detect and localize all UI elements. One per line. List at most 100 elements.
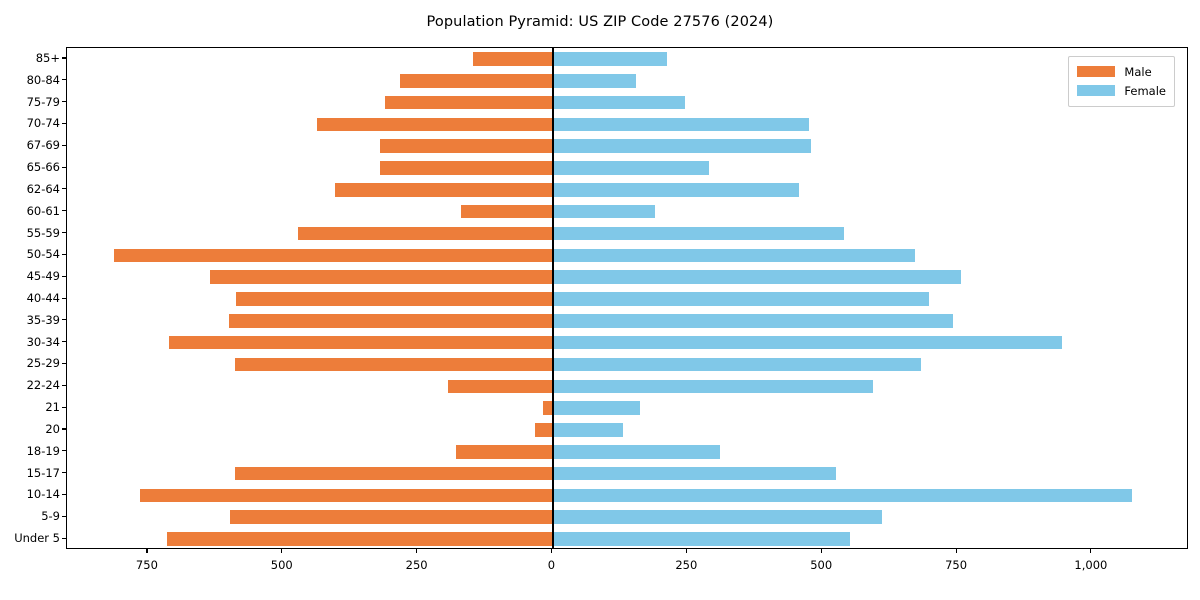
x-tick-label: 250 — [675, 558, 698, 572]
y-tick-mark — [62, 101, 66, 103]
bar-female — [552, 314, 953, 328]
bar-row — [67, 161, 1187, 175]
y-tick-mark — [62, 493, 66, 496]
bar-female — [552, 117, 809, 132]
bar-female — [552, 52, 668, 66]
x-tick-mark — [955, 549, 957, 553]
x-tick-mark — [685, 549, 687, 553]
y-tick-mark — [62, 297, 66, 299]
y-tick-label: 67-69 — [26, 138, 60, 153]
bar-male — [460, 204, 553, 219]
bar-row — [67, 423, 1187, 437]
y-tick-mark — [62, 428, 66, 430]
y-tick-mark — [62, 341, 66, 343]
y-axis-labels: 85+ 80-84 75-79 70-74 67-69 65-66 62-64 60-61 55… — [0, 47, 60, 549]
legend-swatch-male — [1077, 66, 1116, 77]
bar-male — [113, 248, 553, 263]
x-tick-mark — [146, 549, 148, 553]
bar-female — [552, 183, 799, 197]
y-tick-mark — [62, 122, 66, 124]
y-tick-label: 18-19 — [26, 443, 60, 458]
x-tick-mark — [550, 549, 553, 553]
y-tick-mark — [62, 144, 66, 146]
bar-male — [335, 183, 553, 197]
bar-male — [384, 95, 553, 110]
bar-female — [552, 532, 850, 546]
bar-female — [552, 248, 915, 263]
x-tick-label: 750 — [945, 558, 968, 572]
y-tick-mark — [62, 166, 66, 168]
legend-item-female: Female — [1077, 81, 1166, 100]
y-tick-label: 62-64 — [26, 181, 60, 196]
bar-female — [552, 270, 961, 284]
legend-item-male: Male — [1077, 62, 1166, 81]
y-tick-mark — [62, 362, 66, 365]
y-tick-mark — [62, 537, 66, 539]
y-tick-mark — [62, 57, 66, 59]
bar-row — [67, 52, 1187, 66]
bar-row — [67, 532, 1187, 546]
y-tick-label: 70-74 — [26, 116, 60, 131]
bar-male — [380, 139, 553, 153]
y-tick-label: 65-66 — [26, 160, 60, 175]
x-tick-label: 500 — [270, 558, 293, 572]
bar-female — [552, 292, 929, 306]
bar-row — [67, 73, 1187, 88]
x-tick-mark — [820, 549, 822, 553]
y-tick-mark — [62, 188, 66, 190]
y-tick-label: 75-79 — [26, 94, 60, 109]
bar-female — [552, 204, 656, 219]
bar-female — [552, 95, 686, 110]
bar-row — [67, 270, 1187, 284]
legend-swatch-female — [1077, 85, 1116, 96]
y-tick-mark — [62, 79, 66, 81]
bar-male — [399, 73, 553, 88]
y-tick-label: Under 5 — [14, 531, 60, 546]
x-tick-label: 0 — [547, 558, 556, 572]
y-tick-label: 50-54 — [26, 247, 60, 262]
x-tick-mark — [1090, 549, 1092, 553]
bar-male — [139, 488, 553, 503]
bar-male — [166, 532, 553, 546]
bar-row — [67, 510, 1187, 525]
y-tick-label: 10-14 — [26, 487, 60, 502]
bars-layer — [67, 48, 1187, 548]
x-tick-mark — [416, 549, 418, 553]
x-tick-label: 750 — [135, 558, 158, 572]
bar-row — [67, 226, 1187, 241]
bar-female — [552, 226, 845, 241]
y-tick-mark — [62, 210, 66, 212]
bar-male — [456, 445, 553, 459]
y-tick-label: 45-49 — [26, 269, 60, 284]
bar-male — [168, 335, 553, 350]
bar-female — [552, 488, 1132, 503]
bar-female — [552, 73, 637, 88]
bar-male — [447, 379, 553, 394]
y-tick-mark — [62, 406, 66, 408]
zero-axis-line — [552, 48, 554, 548]
bar-female — [552, 466, 836, 481]
x-tick-label: 500 — [810, 558, 833, 572]
bar-row — [67, 183, 1187, 197]
y-tick-mark — [62, 319, 66, 321]
bar-male — [234, 466, 553, 481]
bar-row — [67, 401, 1187, 415]
y-tick-label: 15-17 — [26, 465, 60, 480]
x-tick-mark — [281, 549, 283, 553]
bar-male — [534, 423, 553, 437]
y-tick-label: 22-24 — [26, 378, 60, 393]
bar-female — [552, 445, 720, 459]
bar-male — [543, 401, 553, 415]
bar-row — [67, 248, 1187, 263]
bar-row — [67, 314, 1187, 328]
y-tick-mark — [62, 275, 66, 277]
bar-male — [209, 270, 553, 284]
bar-row — [67, 139, 1187, 153]
bar-row — [67, 95, 1187, 110]
bar-male — [379, 161, 553, 175]
legend-label-male: Male — [1124, 64, 1152, 79]
x-tick-label: 250 — [405, 558, 428, 572]
plot-area: Male Female — [66, 47, 1188, 549]
y-tick-mark — [62, 232, 66, 234]
